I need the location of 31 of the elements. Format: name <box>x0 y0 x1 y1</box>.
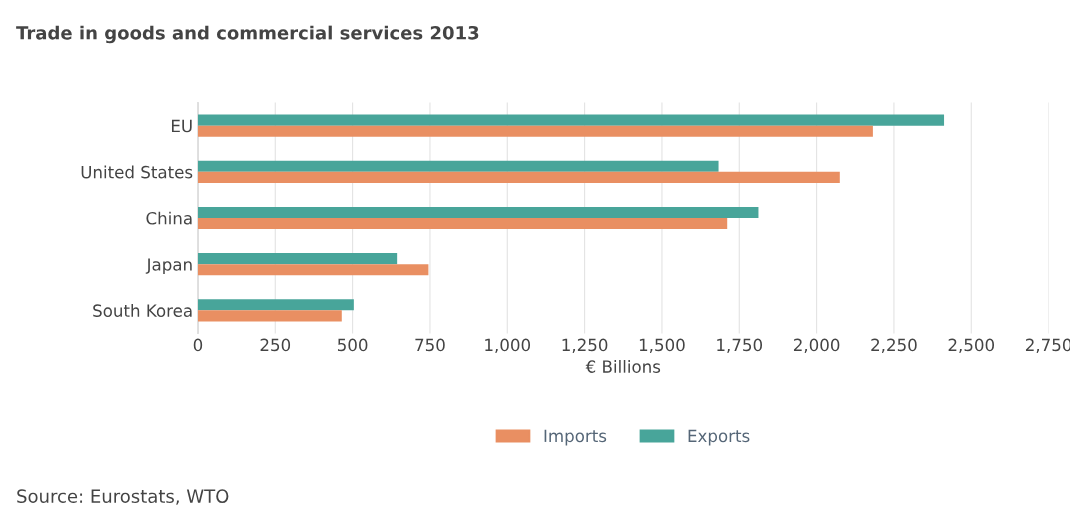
y-tick-label: China <box>146 211 192 225</box>
y-tick-label: Japan <box>145 258 192 274</box>
bar <box>197 160 719 172</box>
y-tick-label: EU <box>172 119 192 133</box>
y-tick-label: South Korea <box>93 304 192 317</box>
x-tick-label: 500 <box>337 338 368 352</box>
x-tick-label: 2,250 <box>871 338 917 353</box>
bar <box>197 218 728 230</box>
bar <box>197 264 429 276</box>
x-tick-label: 0 <box>193 338 203 352</box>
bar <box>197 310 342 322</box>
bar <box>197 299 354 311</box>
x-tick-label: 1,000 <box>485 338 531 353</box>
x-tick-label: 1,500 <box>639 338 685 353</box>
bar <box>197 125 873 137</box>
bar <box>197 253 398 265</box>
x-tick-label: 1,250 <box>562 338 608 353</box>
y-tick-label: United States <box>81 165 193 179</box>
bar <box>197 171 840 183</box>
x-tick-label: 2,000 <box>793 338 840 353</box>
legend-label: Imports <box>544 429 607 446</box>
x-tick-label: 750 <box>415 338 445 352</box>
bar <box>197 114 945 126</box>
source-note: Source: Eurostats, WTO <box>17 489 229 505</box>
x-tick-label: 1,750 <box>717 338 763 353</box>
x-tick-label: 2,500 <box>948 338 995 353</box>
chart-title: Trade in goods and commercial services 2013 <box>16 25 479 44</box>
bar <box>197 206 759 219</box>
x-axis-title: € Billions <box>585 360 661 373</box>
legend-label: Exports <box>688 429 750 446</box>
x-tick-label: 250 <box>260 338 291 352</box>
